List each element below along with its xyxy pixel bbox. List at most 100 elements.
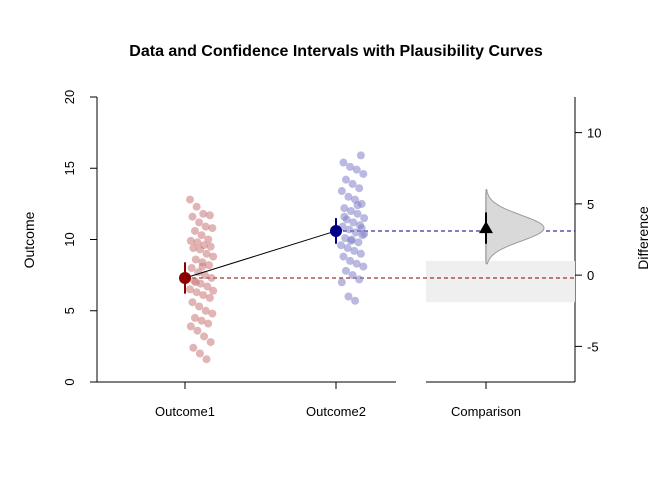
outcome1-point <box>202 355 211 364</box>
outcome1-point <box>186 285 194 294</box>
outcome2-point <box>359 169 368 178</box>
outcome2-point <box>352 165 361 174</box>
outcome1-point <box>195 302 204 311</box>
outcome2-point <box>340 212 349 221</box>
outcome2-point <box>345 225 354 234</box>
x-tick-label: Comparison <box>451 404 521 419</box>
outcome2-mean <box>330 224 342 237</box>
outcome1-point <box>197 316 206 325</box>
outcome1-point <box>201 306 210 315</box>
y-axis-label: Outcome <box>21 211 37 268</box>
outcome1-point <box>193 326 202 335</box>
outcome2-point <box>337 241 345 250</box>
outcome1-point <box>192 202 201 211</box>
outcome2-point <box>349 218 358 227</box>
outcome1-point <box>199 291 208 300</box>
outcome1-point <box>207 273 216 282</box>
y2-tick-label: 0 <box>587 268 594 283</box>
outcome2-point <box>346 207 355 215</box>
outcome1-point <box>199 209 208 218</box>
outcome2-point <box>346 236 355 245</box>
outcome2-point <box>350 246 359 255</box>
outcome1-point <box>195 245 204 254</box>
outcome2-point <box>337 187 346 196</box>
x-tick-label: Outcome2 <box>306 404 366 419</box>
y-tick-label: 0 <box>62 378 77 385</box>
outcome2-point <box>348 271 357 280</box>
outcome2-point <box>346 256 355 265</box>
chart-title: Data and Confidence Intervals with Plaus… <box>129 43 543 60</box>
outcome1-point <box>200 271 209 280</box>
x-tick-label: Outcome1 <box>155 404 215 419</box>
outcome1-point <box>191 255 200 264</box>
outcome1-point <box>201 222 210 231</box>
outcome1-point <box>200 332 209 341</box>
difference-estimate <box>479 221 493 234</box>
outcome2-point <box>360 229 369 238</box>
outcome1-point <box>192 288 201 297</box>
outcome2-point <box>344 192 353 201</box>
outcome1-point <box>188 298 197 307</box>
outcome1-point <box>203 282 212 291</box>
outcome1-point <box>195 349 204 358</box>
outcome2-point <box>353 201 362 210</box>
outcome2-point <box>341 175 350 184</box>
outcome2-point <box>341 266 350 275</box>
outcome1-point <box>202 249 211 258</box>
outcome2-point <box>348 179 357 188</box>
outcome1-point <box>193 238 202 247</box>
outcome1-point <box>189 244 198 253</box>
outcome1-point <box>198 262 207 271</box>
means-connector <box>184 230 337 279</box>
y2-tick-label: 10 <box>587 126 601 141</box>
y-tick-label: 5 <box>62 307 77 314</box>
plausibility-curve <box>485 189 545 265</box>
y-tick-label: 20 <box>62 90 77 104</box>
outcome1-point <box>195 218 204 227</box>
outcome2-point <box>346 162 355 171</box>
outcome2-point <box>339 252 348 261</box>
outcome1-point <box>191 278 200 287</box>
outcome1-point <box>204 319 213 328</box>
outcome1-point <box>208 309 217 318</box>
outcome1-point <box>187 264 196 272</box>
outcome1-point <box>190 313 199 322</box>
outcome2-point <box>353 209 362 218</box>
outcome2-point <box>352 259 361 268</box>
outcome2-point <box>360 214 369 223</box>
outcome2-point <box>356 249 365 258</box>
outcome1-point <box>186 195 194 204</box>
y2-tick-label: -5 <box>587 339 599 354</box>
outcome1-point <box>206 242 215 251</box>
y2-axis-label: Difference <box>635 206 651 270</box>
outcome1-point <box>186 322 195 331</box>
outcome2-point <box>355 275 364 284</box>
outcome2-point <box>344 292 353 301</box>
outcome2-point <box>343 244 352 253</box>
outcome1-point <box>197 231 206 240</box>
outcome1-point <box>190 226 199 235</box>
outcome2-point <box>354 238 363 247</box>
outcome1-point <box>189 343 198 352</box>
outcome1-point <box>209 252 218 261</box>
outcome2-point <box>355 184 364 193</box>
outcome2-point <box>337 278 346 287</box>
outcome2-point <box>340 204 349 213</box>
outcome1-point <box>209 286 218 295</box>
outcome1-point <box>188 212 197 221</box>
y-tick-label: 15 <box>62 161 77 175</box>
outcome1-point <box>205 211 214 220</box>
outcome2-point <box>351 296 360 305</box>
outcome2-point <box>339 158 348 167</box>
y2-tick-label: 5 <box>587 197 594 212</box>
outcome2-point <box>359 262 368 271</box>
outcome1-point <box>206 338 215 347</box>
outcome1-point <box>205 293 214 302</box>
y-tick-label: 10 <box>62 232 77 246</box>
outcome1-point <box>204 235 213 244</box>
outcome2-point <box>351 228 360 237</box>
outcome2-point <box>356 151 365 160</box>
outcome1-point <box>186 236 195 245</box>
outcome1-point <box>205 261 214 270</box>
